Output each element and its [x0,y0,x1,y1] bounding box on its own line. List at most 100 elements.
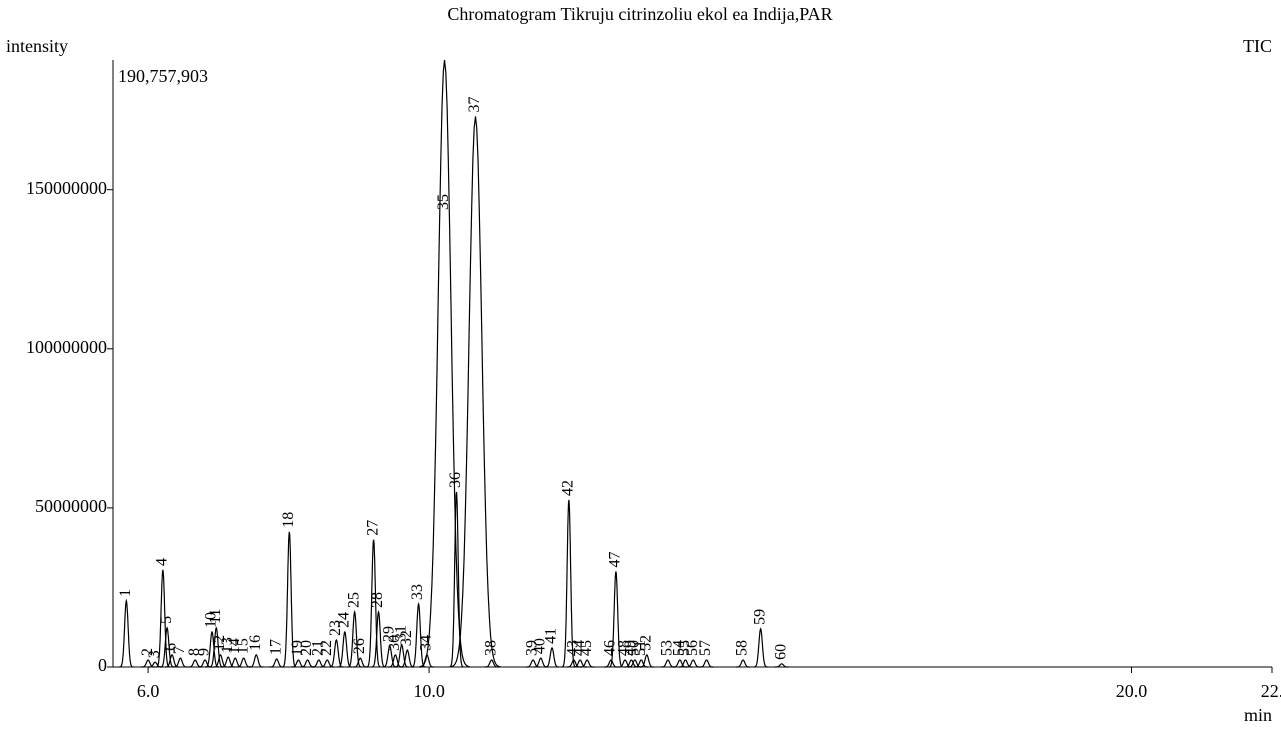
x-tick-label: 10.0 [413,681,445,701]
peak-label: 59 [751,609,768,625]
peak [347,610,362,668]
peak-label: 44 [571,640,588,656]
peak-label: 32 [398,630,415,646]
peak-label: 57 [697,640,714,656]
peak-label: 8 [186,648,203,656]
peak [566,659,581,668]
trace-label: TIC [1243,36,1272,56]
peak-label: 6 [163,643,180,651]
peak [173,657,188,668]
peak-label: 19 [289,640,306,656]
peak-label: 36 [447,472,464,488]
peak-label: 7 [171,646,188,654]
peak-label: 60 [772,644,789,660]
peak [627,659,642,668]
peak-label: 56 [684,640,701,656]
chart-title: Chromatogram Tikruju citrinzoliu ekol ea… [447,4,832,24]
peak [561,499,576,668]
peak-label: 52 [638,635,655,651]
peak-label: 21 [309,640,326,656]
peak-label: 10 [203,612,220,628]
peak-label: 31 [392,625,409,641]
peak [236,657,251,668]
peak-label: 30 [386,635,403,651]
peak [573,659,588,668]
peak-label: 13 [219,637,236,653]
peak-label: 46 [602,640,619,656]
peak [753,627,768,668]
peak [213,654,228,668]
peak [366,539,381,668]
peak [388,654,403,668]
peak [382,645,397,668]
peak [686,659,701,668]
peak [450,116,501,668]
peak-label: 17 [267,639,284,655]
peak [736,659,751,668]
peak-label: 9 [196,648,213,656]
peak [155,569,171,668]
peak-label: 26 [351,638,368,654]
peak [141,659,156,668]
peak [371,610,386,668]
peak-label: 29 [380,626,397,642]
peak-label: 41 [543,628,560,644]
peak [604,659,618,668]
peak [160,626,175,668]
peak-label: 51 [632,640,649,656]
peak [639,654,654,668]
peak [400,649,415,668]
peak [148,661,163,668]
peak-label: 43 [564,640,581,656]
peak-label: 49 [622,640,639,656]
peak [188,659,203,668]
peak [419,59,470,668]
y-tick-label: 0 [98,655,107,675]
peak-label: 33 [409,584,426,600]
peak-label: 34 [418,635,435,651]
peak-label: 16 [247,635,264,651]
peak-label: 18 [280,512,297,528]
peak-label: 27 [364,520,381,536]
peak [329,638,344,668]
peak-label: 38 [482,640,499,656]
peak-label: 20 [298,640,315,656]
peak-label: 58 [734,640,751,656]
peak [249,654,264,668]
peak [394,643,409,668]
peak-label: 28 [369,592,386,608]
peak [678,659,693,668]
peak-label: 45 [578,640,595,656]
peak-label: 55 [676,640,693,656]
peak [526,659,541,668]
peak [545,646,559,668]
peak-label: 40 [531,638,548,654]
peak-label: 23 [327,620,344,636]
peak [282,531,297,668]
peak [672,659,687,668]
peak [449,491,464,668]
peak-label: 25 [345,592,362,608]
peak [580,659,595,668]
peak [119,598,134,668]
y-tick-label: 150000000 [26,178,107,198]
peak-label: 14 [226,638,243,654]
peak [634,659,649,668]
peak-label: 54 [671,640,688,656]
peak-label: 50 [626,640,643,656]
peak-label: 42 [560,480,577,496]
max-intensity: 190,757,903 [118,66,208,86]
peak [484,659,499,668]
peak [353,657,368,668]
y-tick-label: 100000000 [26,337,107,357]
peak-label: 3 [146,650,163,658]
peak-label: 48 [616,640,633,656]
x-axis-label: min [1244,705,1272,725]
x-tick-label: 20.0 [1116,681,1148,701]
peak-label: 1 [117,589,134,597]
peak-label: 39 [524,640,541,656]
peak-label: 35 [435,194,452,210]
peak [699,659,714,668]
y-tick-label: 50000000 [35,496,107,516]
